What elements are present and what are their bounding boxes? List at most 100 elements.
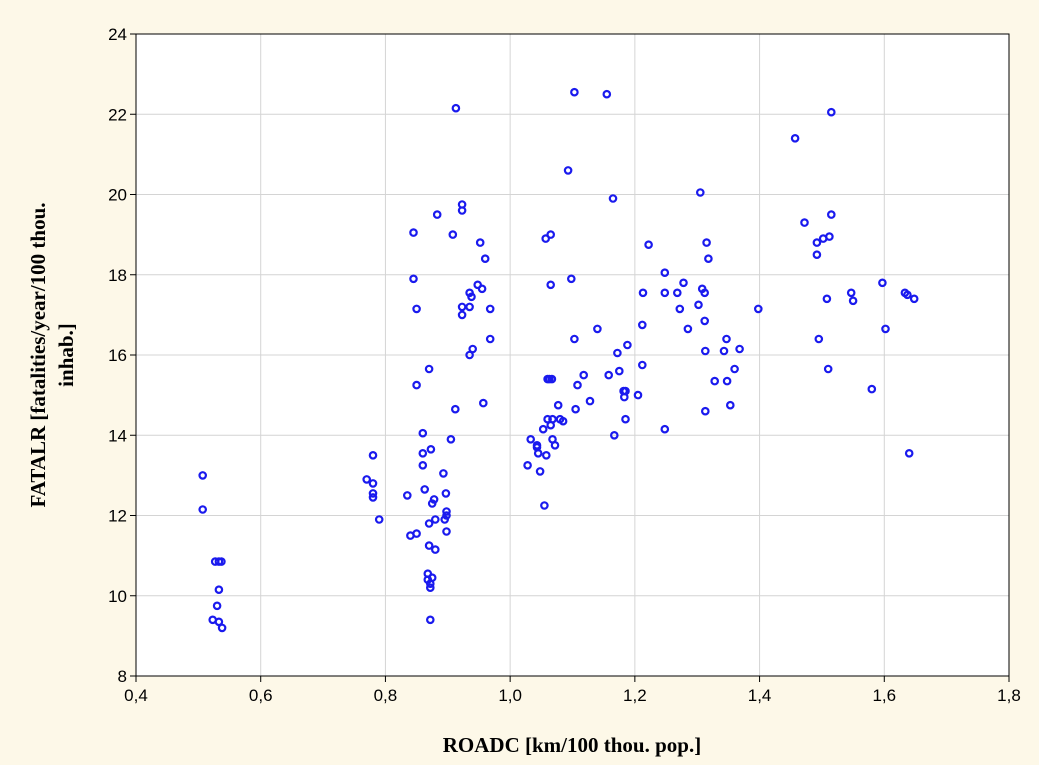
y-tick-label: 12 xyxy=(108,507,127,526)
data-point xyxy=(480,254,490,264)
data-point xyxy=(368,489,378,498)
y-tick-label: 24 xyxy=(108,25,127,44)
data-point xyxy=(571,404,580,414)
data-point xyxy=(368,479,378,488)
x-tick-label: 0,6 xyxy=(249,686,273,705)
data-point xyxy=(430,515,440,524)
x-tick-label: 1,8 xyxy=(997,686,1021,705)
data-point xyxy=(704,254,713,264)
y-tick-label: 14 xyxy=(108,426,127,445)
data-point xyxy=(722,376,732,386)
data-point xyxy=(425,583,435,593)
data-point xyxy=(425,615,435,625)
data-point xyxy=(485,304,495,314)
y-axis: 8 10 12 14 16 18 20 22 24 xyxy=(108,25,136,686)
data-point xyxy=(800,218,809,227)
data-point xyxy=(214,585,224,595)
data-point xyxy=(608,194,618,203)
data-point xyxy=(420,485,430,494)
data-point xyxy=(412,529,421,538)
data-point xyxy=(602,89,612,99)
data-point xyxy=(432,210,442,219)
data-point xyxy=(424,364,434,374)
data-point xyxy=(609,430,619,440)
x-tick-label: 1,4 xyxy=(748,686,772,705)
data-point xyxy=(467,292,476,302)
data-point xyxy=(547,374,557,384)
data-point xyxy=(730,364,739,374)
data-point xyxy=(633,390,643,400)
data-point xyxy=(468,344,478,354)
data-point xyxy=(735,344,744,354)
data-point xyxy=(702,238,711,247)
y-axis-title-line-1: FATALR [fatalities/year/100 thou. xyxy=(26,202,50,507)
data-point xyxy=(412,304,421,314)
data-point xyxy=(546,420,556,430)
data-point xyxy=(409,274,418,284)
data-point xyxy=(214,617,224,627)
data-point xyxy=(374,515,384,524)
data-point xyxy=(451,103,461,113)
data-point xyxy=(790,134,800,143)
data-point xyxy=(450,404,460,414)
data-point xyxy=(812,250,822,260)
data-point xyxy=(442,527,451,536)
data-point xyxy=(540,501,549,510)
data-point xyxy=(904,448,914,458)
data-point xyxy=(533,448,543,458)
data-point xyxy=(439,469,448,478)
x-tick-label: 0,8 xyxy=(374,686,398,705)
data-point xyxy=(846,288,856,298)
data-point xyxy=(535,467,545,476)
data-point xyxy=(427,573,437,583)
data-point xyxy=(541,234,551,243)
data-point xyxy=(426,444,436,454)
data-point xyxy=(903,290,912,300)
data-point xyxy=(719,346,729,356)
data-point xyxy=(558,416,568,426)
data-point xyxy=(593,324,602,334)
data-point xyxy=(446,434,456,444)
data-point xyxy=(672,288,682,298)
data-point xyxy=(675,304,685,314)
data-point xyxy=(822,294,832,304)
data-point xyxy=(442,511,451,520)
data-point xyxy=(442,507,451,516)
data-point xyxy=(700,346,710,356)
data-point xyxy=(613,348,622,358)
data-point xyxy=(683,324,693,334)
data-point xyxy=(848,296,858,306)
data-point xyxy=(621,414,630,424)
data-point xyxy=(430,545,440,554)
data-point xyxy=(637,320,647,330)
x-axis: 0,4 0,6 0,8 1,0 1,2 1,4 1,6 1,8 xyxy=(124,676,1021,705)
data-point xyxy=(412,380,421,390)
data-point xyxy=(212,601,222,611)
data-point xyxy=(814,334,824,344)
data-point xyxy=(753,304,763,314)
data-point xyxy=(694,300,703,310)
y-axis-title-line-2: inhab.] xyxy=(54,323,78,387)
data-point xyxy=(217,623,227,633)
data-point xyxy=(909,294,919,304)
data-point xyxy=(637,360,647,370)
data-point xyxy=(402,491,412,500)
data-point xyxy=(457,310,467,320)
data-point xyxy=(825,232,834,241)
data-point xyxy=(644,240,653,250)
data-point xyxy=(448,230,458,239)
data-point xyxy=(700,316,710,326)
x-tick-label: 0,4 xyxy=(124,686,148,705)
data-point xyxy=(722,334,731,344)
x-tick-label: 1,2 xyxy=(623,686,647,705)
data-point xyxy=(546,230,556,239)
data-point xyxy=(217,557,226,566)
data-point xyxy=(621,386,630,396)
data-point xyxy=(579,370,589,380)
data-point xyxy=(198,471,208,480)
data-point xyxy=(441,489,451,498)
x-tick-label: 1,0 xyxy=(498,686,522,705)
x-tick-label: 1,6 xyxy=(872,686,896,705)
data-point xyxy=(409,228,418,237)
